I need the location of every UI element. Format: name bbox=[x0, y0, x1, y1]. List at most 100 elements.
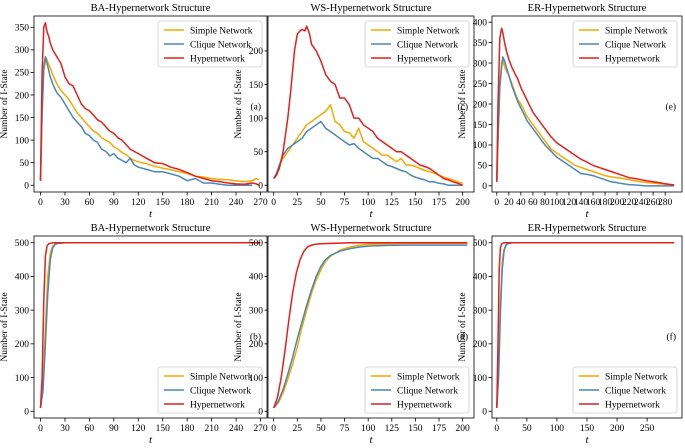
y-tick-label: 100 bbox=[473, 374, 488, 384]
legend-entry: Clique Network bbox=[190, 386, 251, 396]
x-tick-label: 90 bbox=[109, 198, 119, 208]
y-tick-label: 0 bbox=[24, 408, 29, 418]
x-tick-label: 125 bbox=[385, 424, 400, 434]
x-tick-label: 150 bbox=[156, 424, 171, 434]
series-line-hypernetwork bbox=[496, 27, 675, 186]
x-tick-label: 270 bbox=[253, 198, 268, 208]
y-tick-label: 300 bbox=[473, 59, 488, 69]
plot-area bbox=[496, 241, 675, 408]
x-tick-label: 180 bbox=[180, 424, 195, 434]
x-tick-label: 200 bbox=[456, 424, 471, 434]
plot-area bbox=[39, 241, 261, 409]
x-tick-label: 220 bbox=[622, 198, 637, 208]
x-tick-label: 100 bbox=[361, 424, 376, 434]
x-tick-label: 200 bbox=[610, 424, 625, 434]
y-tick-label: 200 bbox=[473, 100, 488, 110]
y-axis-label: Number of I-State bbox=[0, 292, 10, 361]
x-tick-label: 200 bbox=[610, 198, 625, 208]
x-tick-label: 175 bbox=[432, 424, 447, 434]
legend-entry: Hypernetwork bbox=[397, 400, 452, 410]
series-line-hypernetwork bbox=[39, 241, 261, 408]
x-tick-label: 270 bbox=[253, 424, 268, 434]
plot-area bbox=[39, 22, 260, 186]
y-tick-label: 400 bbox=[473, 18, 488, 28]
chart-title: BA-Hypernetwork Structure bbox=[91, 223, 211, 234]
panel-label: (e) bbox=[665, 101, 676, 112]
x-tick-label: 80 bbox=[540, 198, 550, 208]
y-tick-label: 100 bbox=[15, 136, 30, 146]
x-tick-label: 150 bbox=[408, 424, 423, 434]
x-tick-label: 50 bbox=[316, 198, 326, 208]
panel-label: (b) bbox=[250, 332, 261, 343]
chart-title: ER-Hypernetwork Structure bbox=[528, 3, 647, 14]
x-tick-label: 30 bbox=[60, 424, 70, 434]
x-axis-label: t bbox=[585, 208, 589, 220]
series-line-clique-network bbox=[273, 120, 463, 187]
y-tick-label: 500 bbox=[473, 239, 488, 249]
legend-entry: Clique Network bbox=[190, 40, 251, 50]
legend-entry: Simple Network bbox=[605, 26, 668, 36]
y-tick-label: 350 bbox=[473, 39, 488, 49]
x-axis-label: t bbox=[369, 208, 373, 220]
series-line-hypernetwork bbox=[273, 25, 463, 186]
legend-box bbox=[364, 20, 470, 68]
series-line-clique-network bbox=[39, 55, 253, 186]
y-tick-label: 50 bbox=[478, 162, 488, 172]
x-tick-label: 210 bbox=[204, 198, 219, 208]
y-tick-label: 250 bbox=[473, 80, 488, 90]
legend-entry: Hypernetwork bbox=[397, 54, 452, 64]
x-tick-label: 20 bbox=[504, 198, 514, 208]
y-tick-label: 150 bbox=[15, 114, 30, 124]
y-tick-label: 50 bbox=[20, 159, 30, 169]
x-axis-label: t bbox=[369, 434, 373, 446]
y-tick-label: 500 bbox=[15, 239, 30, 249]
plot-area bbox=[496, 27, 675, 187]
x-tick-label: 240 bbox=[229, 424, 244, 434]
y-axis-label: Number of I-State bbox=[233, 292, 244, 361]
x-tick-label: 200 bbox=[456, 198, 471, 208]
x-tick-label: 120 bbox=[131, 198, 146, 208]
y-tick-label: 250 bbox=[15, 69, 30, 79]
x-tick-label: 120 bbox=[562, 198, 577, 208]
x-tick-label: 25 bbox=[293, 198, 303, 208]
legend-entry: Clique Network bbox=[605, 386, 666, 396]
legend-entry: Simple Network bbox=[190, 26, 253, 36]
y-tick-label: 200 bbox=[15, 340, 30, 350]
x-tick-label: 0 bbox=[38, 424, 43, 434]
panel-a: BA-Hypernetwork Structure 0 30 60 90 120 150 18… bbox=[0, 3, 268, 220]
series-line-clique-network bbox=[496, 56, 675, 187]
panel-d: WS-Hypernetwork Structure 0 25 50 75 100 125 15… bbox=[233, 223, 475, 446]
legend-entry: Clique Network bbox=[397, 40, 458, 50]
x-tick-label: 100 bbox=[361, 198, 376, 208]
legend-box bbox=[572, 20, 678, 68]
x-tick-label: 90 bbox=[109, 424, 119, 434]
x-tick-label: 0 bbox=[271, 198, 276, 208]
legend-entry: Hypernetwork bbox=[190, 400, 245, 410]
x-tick-label: 0 bbox=[271, 424, 276, 434]
y-tick-label: 200 bbox=[473, 340, 488, 350]
y-tick-label: 50 bbox=[254, 148, 264, 158]
panel-label: (f) bbox=[667, 332, 677, 343]
chart-title: WS-Hypernetwork Structure bbox=[310, 223, 431, 234]
panel-label: (d) bbox=[457, 332, 468, 343]
x-tick-label: 0 bbox=[38, 198, 43, 208]
y-tick-label: 150 bbox=[473, 121, 488, 131]
legend-entry: Simple Network bbox=[397, 26, 460, 36]
series-line-simple-network bbox=[273, 103, 463, 185]
x-tick-label: 180 bbox=[598, 198, 613, 208]
legend-entry: Hypernetwork bbox=[605, 400, 660, 410]
x-tick-label: 150 bbox=[408, 198, 423, 208]
y-tick-label: 0 bbox=[482, 182, 487, 192]
panel-f: ER-Hypernetwork Structure 0 50 100 150 200 250… bbox=[457, 223, 683, 446]
plot-area bbox=[272, 241, 468, 409]
legend: Simple Network Clique Network Hypernetwork bbox=[572, 20, 678, 68]
legend-entry: Simple Network bbox=[397, 372, 460, 382]
x-tick-label: 40 bbox=[516, 198, 526, 208]
legend: Simple Network Clique Network Hypernetwork bbox=[364, 366, 470, 414]
y-axis-label: Number of I-State bbox=[233, 69, 244, 138]
x-tick-label: 60 bbox=[85, 198, 95, 208]
legend-entry: Hypernetwork bbox=[190, 54, 245, 64]
x-tick-label: 0 bbox=[494, 424, 499, 434]
